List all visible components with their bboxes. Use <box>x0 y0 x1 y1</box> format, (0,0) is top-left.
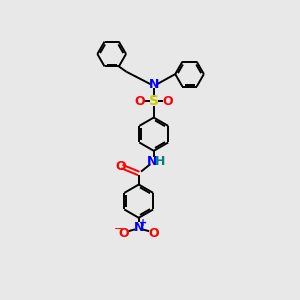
Text: O: O <box>116 160 126 173</box>
Text: N: N <box>147 155 157 168</box>
Text: O: O <box>148 227 159 240</box>
Text: O: O <box>134 94 145 108</box>
Text: −: − <box>114 224 123 234</box>
Text: S: S <box>149 94 159 108</box>
Text: +: + <box>139 218 147 228</box>
Text: H: H <box>154 155 165 168</box>
Text: O: O <box>163 94 173 108</box>
Text: N: N <box>134 220 144 233</box>
Text: N: N <box>148 77 159 91</box>
Text: O: O <box>118 227 129 240</box>
